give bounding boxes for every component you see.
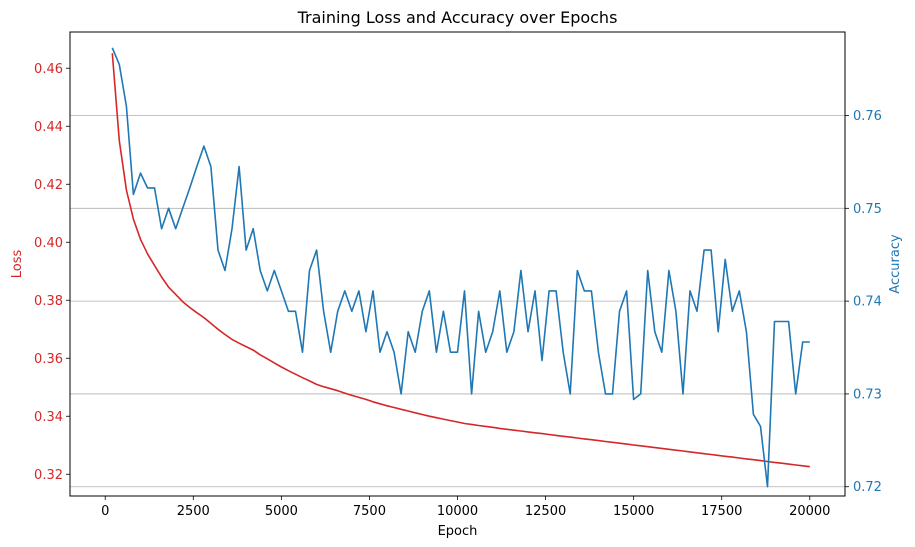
x-axis-label: Epoch [438, 524, 478, 539]
y-right-tick-label: 0.76 [853, 109, 882, 124]
y-left-tick-label: 0.34 [34, 410, 63, 425]
x-tick-label: 2500 [177, 504, 210, 519]
x-tick-label: 12500 [525, 504, 566, 519]
y-right-tick-label: 0.74 [853, 295, 882, 310]
y-left-tick-label: 0.40 [34, 236, 63, 251]
y-left-tick-label: 0.32 [34, 468, 63, 483]
y-left-tick-label: 0.36 [34, 352, 63, 367]
chart-title: Training Loss and Accuracy over Epochs [297, 8, 618, 27]
x-tick-label: 7500 [353, 504, 386, 519]
x-tick-label: 10000 [437, 504, 478, 519]
x-axis-ticks: 0 2500 5000 7500 10000 12500 15000 17500 20000 [101, 496, 830, 519]
x-tick-label: 20000 [789, 504, 830, 519]
x-tick-label: 17500 [701, 504, 742, 519]
y-left-tick-label: 0.38 [34, 294, 63, 309]
accuracy-series-line [111, 47, 810, 488]
loss-series-line [111, 53, 810, 468]
y-right-axis-label: Accuracy [888, 234, 903, 294]
x-tick-label: 0 [101, 504, 109, 519]
y-right-tick-label: 0.72 [853, 480, 882, 495]
y-right-axis-ticks: 0.72 0.73 0.74 0.75 0.76 [845, 109, 882, 495]
y-right-tick-label: 0.73 [853, 387, 882, 402]
y-left-axis-ticks: 0.32 0.34 0.36 0.38 0.40 0.42 0.44 0.46 [34, 62, 70, 483]
x-tick-label: 5000 [265, 504, 298, 519]
series-lines [111, 47, 810, 488]
y-left-tick-label: 0.42 [34, 178, 63, 193]
y-right-tick-label: 0.75 [853, 202, 882, 217]
y-left-axis-label: Loss [10, 250, 25, 279]
grid-lines [70, 115, 845, 488]
x-tick-label: 15000 [613, 504, 654, 519]
y-left-tick-label: 0.46 [34, 62, 63, 77]
y-left-tick-label: 0.44 [34, 120, 63, 135]
